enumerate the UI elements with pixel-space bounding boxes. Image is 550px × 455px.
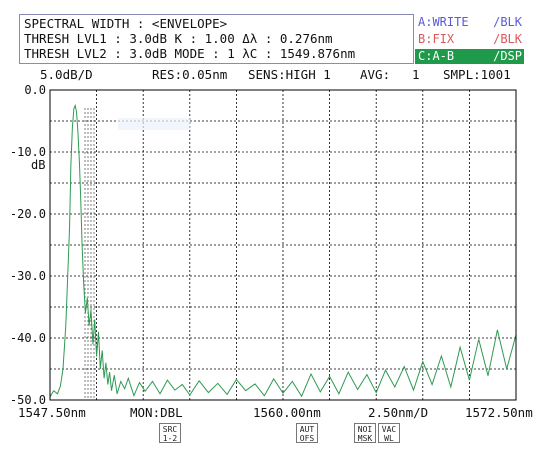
trace-b-mode: /BLK	[493, 32, 522, 46]
trace-c-mode: /DSP	[493, 49, 522, 63]
thresh-lvl1-row: THRESH LVL1 : 3.0dB K : 1.00 Δλ : 0.276n…	[24, 31, 333, 46]
level-scale: 5.0dB/D	[40, 67, 93, 82]
resolution: RES:0.05nm	[152, 67, 228, 82]
sampling-points: SMPL:1001	[443, 67, 511, 82]
y-tick-label: -40.0	[10, 331, 46, 345]
trace-c-status[interactable]: C:A-B /DSP	[415, 49, 524, 64]
trace-a-status[interactable]: A:WRITE /BLK	[415, 15, 524, 30]
spectrum-trace	[49, 103, 517, 398]
trace-a-mode: /BLK	[493, 15, 522, 29]
vacuum-wl-softkey[interactable]: VAC WL	[378, 423, 400, 443]
measurement-status-bar: 5.0dB/D RES:0.05nm SENS:HIGH 1 AVG: 1 SM…	[0, 66, 550, 83]
averaging-label: AVG:	[360, 67, 391, 82]
y-tick-label: -50.0	[10, 393, 46, 407]
trace-b-label: B:FIX	[418, 32, 455, 46]
src-softkey[interactable]: SRC 1-2	[159, 423, 181, 443]
plot-frame	[49, 89, 517, 401]
trace-status-panel: A:WRITE /BLK B:FIX /BLK C:A-B /DSP	[415, 14, 524, 64]
plot-grid	[50, 90, 516, 400]
x-center-label: 1560.00nm	[253, 405, 321, 420]
y-unit-label: dB	[31, 158, 46, 172]
threshold-markers	[84, 108, 95, 400]
spectral-width-info-panel: SPECTRAL WIDTH : <ENVELOPE> THRESH LVL1 …	[19, 14, 414, 64]
sensitivity: SENS:HIGH 1	[248, 67, 331, 82]
x-end-label: 1572.50nm	[465, 405, 533, 420]
trace-b-status[interactable]: B:FIX /BLK	[415, 32, 524, 47]
y-tick-labels: 0.0 -10.0 -20.0 -30.0 -40.0 -50.0	[10, 83, 46, 407]
y-tick-label: -30.0	[10, 269, 46, 283]
averaging-value: 1	[412, 67, 420, 82]
trace-a-label: A:WRITE	[418, 15, 469, 29]
thresh-lvl2-row: THRESH LVL2 : 3.0dB MODE : 1 λC : 1549.8…	[24, 46, 356, 61]
span-per-division: 2.50nm/D	[368, 405, 429, 420]
trace-c-label: C:A-B	[418, 49, 455, 63]
y-tick-label: -10.0	[10, 145, 46, 159]
auto-offset-softkey[interactable]: AUT OFS	[296, 423, 318, 443]
analysis-title: SPECTRAL WIDTH : <ENVELOPE>	[24, 16, 228, 31]
y-tick-label: 0.0	[24, 83, 46, 97]
y-tick-label: -20.0	[10, 207, 46, 221]
monitor-mode: MON:DBL	[130, 405, 183, 420]
noise-mask-softkey[interactable]: NOI MSK	[354, 423, 376, 443]
highlight-box	[118, 118, 190, 130]
x-start-label: 1547.50nm	[18, 405, 86, 420]
